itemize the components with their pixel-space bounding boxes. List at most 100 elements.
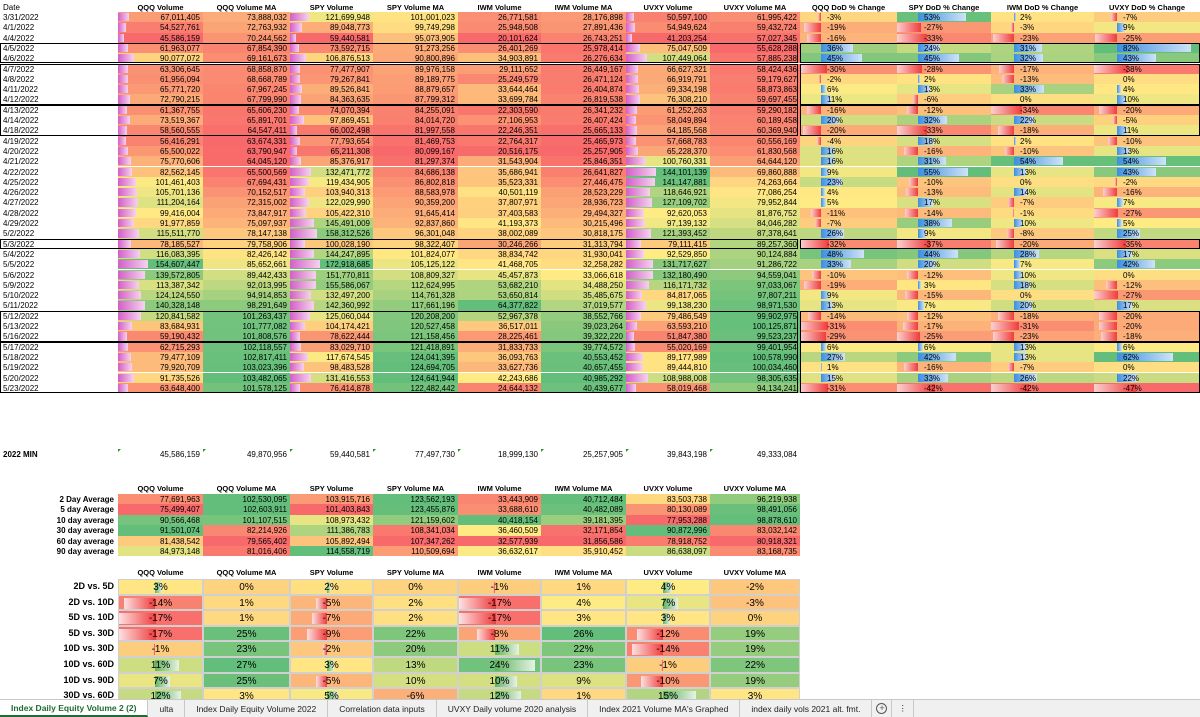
change-cell[interactable]: 16% bbox=[800, 145, 897, 157]
volume-cell[interactable]: 122,029,990 bbox=[290, 197, 373, 208]
change-cell[interactable]: 2% bbox=[897, 73, 991, 85]
volume-cell[interactable]: 124,041,395 bbox=[373, 351, 458, 363]
volume-cell[interactable]: 60,369,940 bbox=[710, 125, 800, 136]
volume-cell[interactable]: 29,494,327 bbox=[541, 207, 626, 218]
average-cell[interactable]: 77,691,963 bbox=[118, 494, 203, 505]
volume-cell[interactable]: 99,138,230 bbox=[626, 300, 710, 311]
volume-cell[interactable]: 92,837,860 bbox=[373, 218, 458, 229]
change-cell[interactable]: -7% bbox=[991, 197, 1094, 208]
comparison-cell[interactable]: 4% bbox=[626, 579, 710, 595]
volume-cell[interactable]: 26,401,269 bbox=[458, 42, 541, 54]
volume-cell[interactable]: 65,500,569 bbox=[203, 166, 290, 177]
volume-cell[interactable]: 121,418,891 bbox=[373, 341, 458, 352]
volume-cell[interactable]: 98,322,407 bbox=[373, 238, 458, 249]
volume-cell[interactable]: 101,001,023 bbox=[373, 12, 458, 23]
volume-cell[interactable]: 26,743,251 bbox=[541, 32, 626, 43]
volume-cell[interactable]: 155,586,067 bbox=[290, 279, 373, 291]
volume-cell[interactable]: 121,393,452 bbox=[626, 228, 710, 239]
average-cell[interactable]: 32,577,939 bbox=[458, 535, 541, 546]
volume-cell[interactable]: 85,652,661 bbox=[203, 259, 290, 270]
change-cell[interactable]: 32% bbox=[897, 115, 991, 126]
volume-cell[interactable]: 117,674,545 bbox=[290, 351, 373, 363]
volume-cell[interactable]: 124,694,705 bbox=[373, 362, 458, 373]
volume-cell[interactable]: 91,273,256 bbox=[373, 42, 458, 54]
volume-cell[interactable]: 100,760,331 bbox=[626, 156, 710, 167]
comparison-cell[interactable]: 0% bbox=[710, 610, 800, 626]
volume-cell[interactable]: 38,002,089 bbox=[458, 228, 541, 239]
sheet-tab[interactable]: ulta bbox=[148, 700, 186, 717]
volume-cell[interactable]: 98,971,530 bbox=[710, 300, 800, 311]
volume-cell[interactable]: 120,527,458 bbox=[373, 321, 458, 332]
change-cell[interactable]: -42% bbox=[991, 382, 1094, 394]
average-cell[interactable]: 107,347,262 bbox=[373, 535, 458, 546]
volume-cell[interactable]: 94,914,853 bbox=[203, 290, 290, 301]
average-cell[interactable]: 108,341,034 bbox=[373, 525, 458, 536]
change-cell[interactable]: -16% bbox=[897, 362, 991, 373]
volume-cell[interactable]: 101,461,403 bbox=[118, 176, 203, 188]
change-cell[interactable]: -14% bbox=[897, 207, 991, 218]
volume-cell[interactable]: 61,252,263 bbox=[626, 104, 710, 115]
volume-cell[interactable]: 73,888,032 bbox=[203, 12, 290, 23]
volume-cell[interactable]: 89,976,158 bbox=[373, 63, 458, 74]
volume-cell[interactable]: 36,093,763 bbox=[458, 351, 541, 363]
volume-cell[interactable]: 64,547,411 bbox=[203, 125, 290, 136]
average-cell[interactable]: 40,712,484 bbox=[541, 494, 626, 505]
average-cell[interactable]: 121,159,602 bbox=[373, 514, 458, 526]
change-cell[interactable]: 6% bbox=[800, 341, 897, 352]
volume-cell[interactable]: 76,308,210 bbox=[626, 94, 710, 105]
volume-cell[interactable]: 30,246,266 bbox=[458, 238, 541, 249]
comparison-cell[interactable]: -17% bbox=[458, 594, 541, 611]
volume-cell[interactable]: 77,477,907 bbox=[290, 63, 373, 74]
comparison-cell[interactable]: 1% bbox=[541, 579, 626, 595]
volume-cell[interactable]: 154,607,447 bbox=[118, 259, 203, 270]
change-cell[interactable]: -20% bbox=[991, 238, 1094, 249]
min-value[interactable]: 77,497,730 bbox=[414, 450, 455, 459]
min-value[interactable]: 39,843,198 bbox=[666, 450, 707, 459]
volume-cell[interactable]: 67,967,245 bbox=[203, 84, 290, 95]
volume-cell[interactable]: 102,817,411 bbox=[203, 351, 290, 363]
change-cell[interactable]: 36% bbox=[800, 42, 897, 54]
volume-cell[interactable]: 61,830,568 bbox=[710, 145, 800, 157]
volume-cell[interactable]: 139,572,805 bbox=[118, 269, 203, 280]
volume-cell[interactable]: 39,322,220 bbox=[541, 331, 626, 342]
change-cell[interactable]: -10% bbox=[800, 269, 897, 280]
change-cell[interactable]: -2% bbox=[1094, 176, 1200, 188]
volume-cell[interactable]: 61,963,077 bbox=[118, 42, 203, 54]
comparison-cell[interactable]: -7% bbox=[290, 610, 373, 626]
volume-cell[interactable]: 99,902,975 bbox=[710, 310, 800, 321]
change-cell[interactable]: -38% bbox=[1094, 63, 1200, 74]
volume-cell[interactable]: 33,699,784 bbox=[458, 94, 541, 105]
volume-cell[interactable]: 66,919,791 bbox=[626, 73, 710, 85]
volume-cell[interactable]: 89,526,841 bbox=[290, 84, 373, 95]
volume-cell[interactable]: 72,763,932 bbox=[203, 22, 290, 33]
volume-cell[interactable]: 20,101,624 bbox=[458, 32, 541, 43]
volume-cell[interactable]: 62,715,293 bbox=[118, 341, 203, 352]
change-cell[interactable]: 6% bbox=[897, 341, 991, 352]
volume-cell[interactable]: 96,301,048 bbox=[373, 228, 458, 239]
min-value[interactable]: 49,870,956 bbox=[246, 450, 287, 459]
change-cell[interactable]: -29% bbox=[800, 331, 897, 342]
comparison-cell[interactable]: 26% bbox=[541, 625, 626, 642]
change-cell[interactable]: 27% bbox=[800, 351, 897, 363]
volume-cell[interactable]: 67,694,431 bbox=[203, 176, 290, 188]
volume-cell[interactable]: 37,019,577 bbox=[541, 300, 626, 311]
change-cell[interactable]: 43% bbox=[1094, 53, 1200, 64]
average-cell[interactable]: 114,558,719 bbox=[290, 546, 373, 557]
change-cell[interactable]: -3% bbox=[800, 12, 897, 23]
volume-cell[interactable]: 120,841,582 bbox=[118, 310, 203, 321]
change-cell[interactable]: 38% bbox=[897, 218, 991, 229]
volume-cell[interactable]: 37,807,971 bbox=[458, 197, 541, 208]
change-cell[interactable]: 9% bbox=[800, 290, 897, 301]
volume-cell[interactable]: 53,682,210 bbox=[458, 279, 541, 291]
volume-cell[interactable]: 89,177,989 bbox=[626, 351, 710, 363]
volume-cell[interactable]: 55,628,288 bbox=[710, 42, 800, 54]
volume-cell[interactable]: 63,648,400 bbox=[118, 382, 203, 394]
change-cell[interactable]: -12% bbox=[897, 269, 991, 280]
average-cell[interactable]: 81,438,542 bbox=[118, 535, 203, 546]
volume-cell[interactable]: 81,876,752 bbox=[710, 207, 800, 218]
volume-cell[interactable]: 61,995,422 bbox=[710, 12, 800, 23]
change-cell[interactable]: -18% bbox=[991, 310, 1094, 321]
average-cell[interactable]: 111,386,783 bbox=[290, 525, 373, 536]
average-cell[interactable]: 82,214,926 bbox=[203, 525, 290, 536]
volume-cell[interactable]: 108,988,008 bbox=[626, 372, 710, 383]
